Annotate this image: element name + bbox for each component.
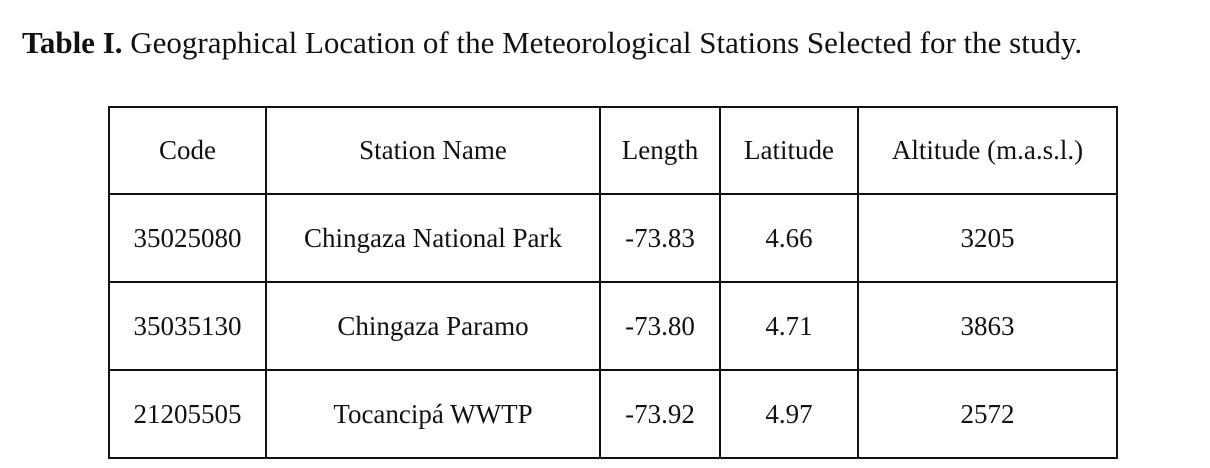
cell-code: 35025080 bbox=[108, 193, 267, 283]
header-altitude: Altitude (m.a.s.l.) bbox=[857, 106, 1118, 195]
cell-altitude: 3863 bbox=[857, 281, 1118, 371]
header-code: Code bbox=[108, 106, 267, 195]
header-station-name: Station Name bbox=[265, 106, 601, 195]
cell-length: -73.83 bbox=[599, 193, 721, 283]
cell-length: -73.80 bbox=[599, 281, 721, 371]
header-latitude: Latitude bbox=[719, 106, 859, 195]
table-row: 21205505 Tocancipá WWTP -73.92 4.97 2572 bbox=[108, 369, 1118, 459]
cell-station-name: Chingaza Paramo bbox=[265, 281, 601, 371]
cell-latitude: 4.71 bbox=[719, 281, 859, 371]
caption-text: Geographical Location of the Meteorologi… bbox=[122, 25, 1083, 60]
caption-label: Table I. bbox=[22, 25, 123, 60]
cell-latitude: 4.97 bbox=[719, 369, 859, 459]
stations-table: Code Station Name Length Latitude Altitu… bbox=[108, 106, 1118, 459]
cell-latitude: 4.66 bbox=[719, 193, 859, 283]
cell-code: 35035130 bbox=[108, 281, 267, 371]
table-row: 35035130 Chingaza Paramo -73.80 4.71 386… bbox=[108, 281, 1118, 371]
cell-code: 21205505 bbox=[108, 369, 267, 459]
table-header-row: Code Station Name Length Latitude Altitu… bbox=[108, 106, 1118, 195]
cell-altitude: 3205 bbox=[857, 193, 1118, 283]
table-row: 35025080 Chingaza National Park -73.83 4… bbox=[108, 193, 1118, 283]
cell-length: -73.92 bbox=[599, 369, 721, 459]
cell-altitude: 2572 bbox=[857, 369, 1118, 459]
header-length: Length bbox=[599, 106, 721, 195]
cell-station-name: Chingaza National Park bbox=[265, 193, 601, 283]
table-caption: Table I. Geographical Location of the Me… bbox=[22, 22, 1202, 64]
cell-station-name: Tocancipá WWTP bbox=[265, 369, 601, 459]
